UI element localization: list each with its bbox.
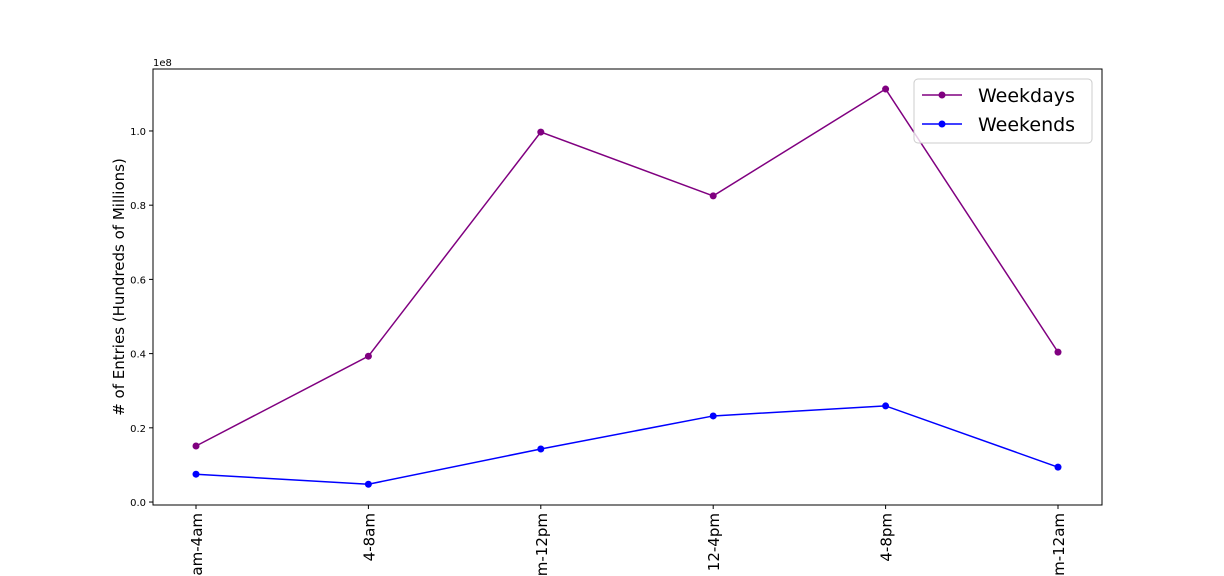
y-tick-label: 0.6 — [130, 275, 146, 286]
legend-label: Weekdays — [978, 85, 1075, 107]
x-tick-label: 12-4pm — [705, 513, 723, 571]
x-tick-label: 8am-12pm — [533, 513, 551, 576]
legend-marker — [938, 120, 946, 128]
data-point — [192, 442, 200, 450]
y-tick-label: 0.2 — [130, 424, 146, 435]
data-point — [364, 352, 372, 360]
data-point — [364, 480, 372, 488]
y-axis-label: # of Entries (Hundreds of Millions) — [110, 158, 128, 416]
x-tick-label: 4-8am — [360, 513, 378, 561]
data-point — [882, 85, 890, 93]
data-point — [537, 128, 545, 136]
y-tick-label: 1.0 — [130, 127, 146, 138]
y-offset-text: 1e8 — [153, 58, 172, 69]
data-point — [709, 192, 717, 200]
data-point — [882, 402, 890, 410]
data-point — [537, 445, 545, 453]
data-point — [1054, 463, 1062, 471]
x-tick-label: 4-8pm — [878, 513, 896, 562]
series-line — [195, 405, 1059, 485]
data-point — [192, 470, 200, 478]
legend-label: Weekends — [978, 114, 1075, 136]
y-tick-label: 0.4 — [130, 350, 146, 361]
y-tick-label: 0.0 — [130, 498, 146, 509]
x-tick-label: 8pm-12am — [1050, 513, 1068, 576]
legend-marker — [938, 91, 946, 99]
data-point — [1054, 348, 1062, 356]
x-tick-label: 12am-4am — [188, 513, 206, 576]
y-tick-label: 0.8 — [130, 201, 146, 212]
data-point — [709, 412, 717, 420]
plot-frame — [152, 68, 1103, 506]
